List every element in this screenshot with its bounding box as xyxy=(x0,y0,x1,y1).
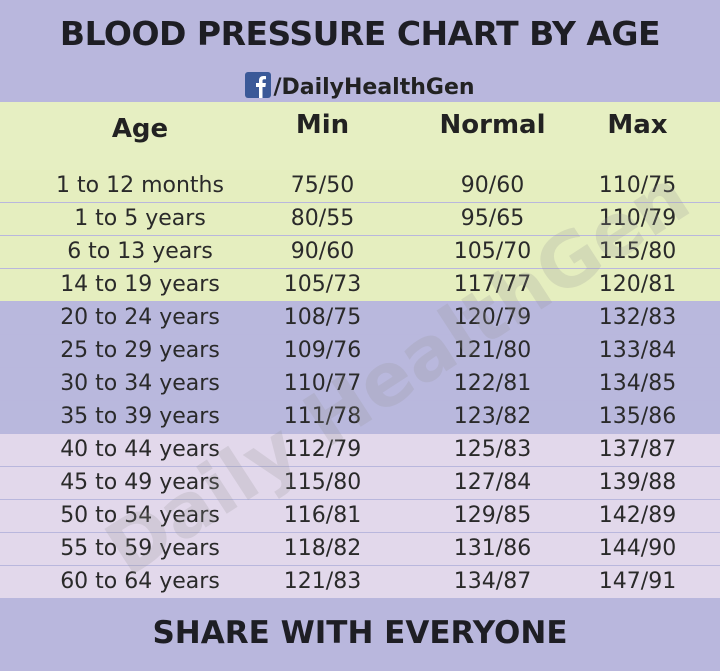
table-row: 14 to 19 years 105/73 117/77 120/81 xyxy=(0,269,720,301)
table-cell: 122/81 xyxy=(453,371,532,396)
table-cell: 35 to 39 years xyxy=(60,404,220,429)
table-cell: 133/84 xyxy=(598,338,677,363)
table-cell: 121/83 xyxy=(283,569,362,594)
table-cell: 115/80 xyxy=(598,239,677,264)
table-row: 20 to 24 years 108/75 120/79 132/83 xyxy=(0,302,720,334)
table-cell: 147/91 xyxy=(598,569,677,594)
table-cell: 117/77 xyxy=(453,272,532,297)
source: /DailyHealthGen xyxy=(0,72,720,100)
table-row: 35 to 39 years 111/78 123/82 135/86 xyxy=(0,401,720,433)
table-cell: 132/83 xyxy=(598,305,677,330)
table-row: 30 to 34 years 110/77 122/81 134/85 xyxy=(0,368,720,400)
column-header: Age xyxy=(111,114,169,144)
table-cell: 115/80 xyxy=(283,470,362,495)
table-cell: 90/60 xyxy=(460,173,525,198)
table-row: 6 to 13 years 90/60 105/70 115/80 xyxy=(0,236,720,268)
table-cell: 134/85 xyxy=(598,371,677,396)
table-cell: 105/73 xyxy=(283,272,362,297)
table-cell: 120/81 xyxy=(598,272,677,297)
table-cell: 30 to 34 years xyxy=(60,371,220,396)
table-row: 55 to 59 years 118/82 131/86 144/90 xyxy=(0,533,720,565)
table-row: 45 to 49 years 115/80 127/84 139/88 xyxy=(0,467,720,499)
table-cell: 80/55 xyxy=(290,206,355,231)
column-header: Max xyxy=(607,110,668,140)
facebook-icon xyxy=(245,72,272,98)
table-cell: 112/79 xyxy=(283,437,362,462)
table-cell: 55 to 59 years xyxy=(60,536,220,561)
table-body: 1 to 12 months 75/50 90/60 110/75 1 to 5 yea… xyxy=(0,170,720,599)
table-cell: 144/90 xyxy=(598,536,677,561)
table-cell: 127/84 xyxy=(453,470,532,495)
table-cell: 123/82 xyxy=(453,404,532,429)
table-row: 50 to 54 years 116/81 129/85 142/89 xyxy=(0,500,720,532)
table-cell: 116/81 xyxy=(283,503,362,528)
table-cell: 142/89 xyxy=(598,503,677,528)
table-cell: 50 to 54 years xyxy=(60,503,220,528)
table-row: 25 to 29 years 109/76 121/80 133/84 xyxy=(0,335,720,367)
table-cell: 109/76 xyxy=(283,338,362,363)
table-cell: 75/50 xyxy=(290,173,355,198)
table-cell: 60 to 64 years xyxy=(60,569,220,594)
table-header: Age Min Normal Max xyxy=(0,102,720,170)
table-cell: 25 to 29 years xyxy=(60,338,220,363)
table-cell: 121/80 xyxy=(453,338,532,363)
title: BLOOD PRESSURE CHART BY AGE xyxy=(59,14,661,53)
table-cell: 131/86 xyxy=(453,536,532,561)
table-cell: 134/87 xyxy=(453,569,532,594)
table-cell: 110/79 xyxy=(598,206,677,231)
table-cell: 20 to 24 years xyxy=(60,305,220,330)
footer: SHARE WITH EVERYONE xyxy=(152,615,568,651)
table-cell: 118/82 xyxy=(283,536,362,561)
table-cell: 105/70 xyxy=(453,239,532,264)
table-row: 1 to 12 months 75/50 90/60 110/75 xyxy=(0,170,720,202)
table-cell: 95/65 xyxy=(460,206,525,231)
table-row: 1 to 5 years 80/55 95/65 110/79 xyxy=(0,203,720,235)
table-cell: 120/79 xyxy=(453,305,532,330)
column-header: Normal xyxy=(439,110,546,140)
table-cell: 110/77 xyxy=(283,371,362,396)
table-cell: 125/83 xyxy=(453,437,532,462)
table-cell: 111/78 xyxy=(283,404,362,429)
table-cell: 45 to 49 years xyxy=(60,470,220,495)
table-cell: 129/85 xyxy=(453,503,532,528)
source-text: /DailyHealthGen xyxy=(273,75,475,100)
table-cell: 108/75 xyxy=(283,305,362,330)
table-cell: 135/86 xyxy=(598,404,677,429)
table-cell: 40 to 44 years xyxy=(60,437,220,462)
table-cell: 14 to 19 years xyxy=(60,272,220,297)
table-cell: 90/60 xyxy=(290,239,355,264)
table-row: 40 to 44 years 112/79 125/83 137/87 xyxy=(0,434,720,466)
table-cell: 1 to 5 years xyxy=(74,206,206,231)
table-row: 60 to 64 years 121/83 134/87 147/91 xyxy=(0,566,720,598)
table-cell: 6 to 13 years xyxy=(67,239,213,264)
table-cell: 139/88 xyxy=(598,470,677,495)
column-header: Min xyxy=(295,110,350,140)
table-cell: 1 to 12 months xyxy=(56,173,224,198)
table-cell: 137/87 xyxy=(598,437,677,462)
table-cell: 110/75 xyxy=(598,173,677,198)
